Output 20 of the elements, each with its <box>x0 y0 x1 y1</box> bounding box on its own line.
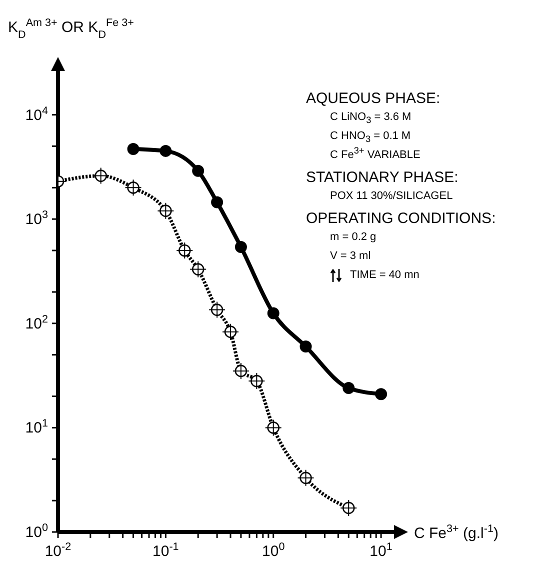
annotation: OPERATING CONDITIONS: <box>306 209 496 228</box>
annotation: STATIONARY PHASE: <box>306 168 458 187</box>
annotation: TIME = 40 mn <box>350 268 420 283</box>
y-tick-label: 10$^{0}$ <box>25 522 48 541</box>
annotation: C LiNO$_{3}$ = 3.6 M <box>330 110 412 127</box>
x-tick-label: 10$^{-2}$ <box>44 541 72 560</box>
annotation: C Fe$^{3+}$ VARIABLE <box>330 145 420 163</box>
annotation: POX 11 30%/SILICAGEL <box>330 189 453 204</box>
x-tick-label: 10$^{0}$ <box>262 541 285 560</box>
y-tick-label: 10$^{3}$ <box>25 209 48 228</box>
annotation: C HNO$_{3}$ = 0.1 M <box>330 129 411 146</box>
y-tick-label: 10$^{1}$ <box>25 418 48 437</box>
y-tick-label: 10$^{4}$ <box>25 104 48 124</box>
annotation: V = 3 ml <box>330 249 371 264</box>
x-tick-label: 10$^{1}$ <box>370 541 392 560</box>
annotation: AQUEOUS PHASE: <box>306 89 440 108</box>
x-axis-title: C Fe$^{3+}$ (g.l$^{-1}$) <box>414 523 498 542</box>
annotation: m = 0.2 g <box>330 230 376 245</box>
x-tick-label: 10$^{-1}$ <box>152 541 179 560</box>
y-tick-label: 10$^{2}$ <box>25 313 48 332</box>
